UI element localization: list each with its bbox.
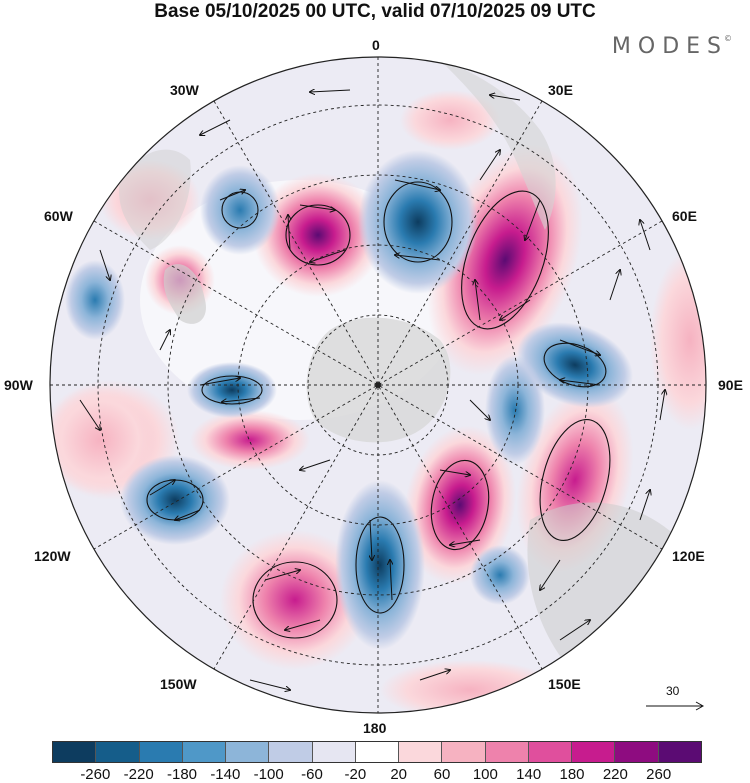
wind-scale-label: 30 [666,684,680,698]
wind-scale-arrow [646,701,705,711]
lon-label-30e: 30E [548,82,573,98]
colorbar-tick: -60 [301,766,323,783]
colorbar-segment-9 [442,742,486,762]
colorbar-tick: -140 [210,766,241,783]
colorbar-segment-1 [96,742,140,762]
brand-text: MODES [611,34,728,59]
colorbar-segment-14 [658,742,701,762]
lon-label-0: 0 [372,37,380,53]
colorbar-segment-7 [355,742,400,762]
colorbar-segment-4 [226,742,270,762]
colorbar-tick: -20 [344,766,367,783]
colorbar-tick: 180 [559,766,585,783]
colorbar-segment-11 [528,742,573,762]
lon-label-120e: 120E [672,548,705,564]
colorbar-segment-3 [182,742,227,762]
colorbar-tick: 20 [390,766,407,783]
colorbar-segment-2 [139,742,183,762]
map-title: Base 05/10/2025 00 UTC, valid 07/10/2025… [154,1,596,22]
lon-label-60w: 60W [44,208,73,224]
colorbar-segment-13 [615,742,659,762]
colorbar-tick: 260 [646,766,672,783]
lon-label-150e: 150E [548,676,581,692]
colorbar-segment-6 [312,742,356,762]
colorbar-tick: -260 [80,766,111,783]
lon-label-90e: 90E [718,377,743,393]
colorbar-segment-0 [53,742,97,762]
lon-label-180: 180 [363,720,387,736]
colorbar-segment-5 [269,742,313,762]
brand-mark: © [724,34,732,43]
colorbar-tick: 220 [602,766,628,783]
colorbar-tick: 140 [516,766,542,783]
colorbar-tick: -100 [253,766,284,783]
lon-label-60e: 60E [672,208,697,224]
colorbar-ticks: -260 -220 -180 -140 -100 -60 -20 20 60 100 140 180 2… [52,764,702,783]
colorbar-tick: 100 [472,766,498,783]
lon-label-30w: 30W [170,82,199,98]
lon-label-150w: 150W [160,676,197,692]
colorbar-segment-12 [572,742,616,762]
colorbar-segment-8 [399,742,443,762]
colorbar [52,741,702,763]
colorbar-tick: -180 [166,766,198,783]
lon-label-90w: 90W [4,377,33,393]
colorbar-segment-10 [485,742,529,762]
lon-label-120w: 120W [34,548,71,564]
modes-logo: MODES© [612,34,732,59]
colorbar-tick: -220 [123,766,154,783]
colorbar-tick: 60 [433,766,451,783]
